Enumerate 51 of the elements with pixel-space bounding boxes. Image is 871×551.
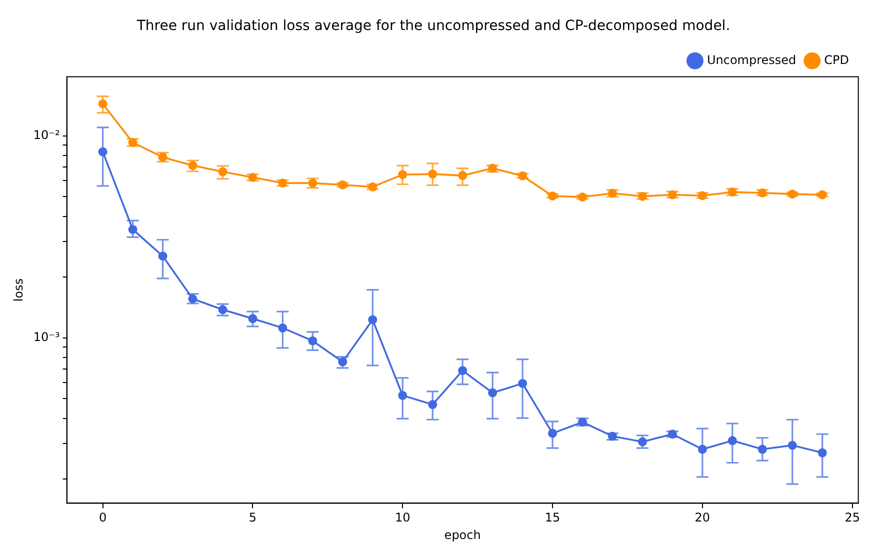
point [818, 448, 827, 458]
point [548, 191, 558, 200]
point [98, 99, 108, 108]
y-tick-label: 10⁻² [33, 128, 60, 142]
point [248, 172, 258, 182]
point [788, 440, 797, 450]
point [728, 436, 737, 446]
point [278, 178, 288, 188]
point [758, 188, 767, 198]
x-tick-label: 15 [544, 510, 560, 525]
point [668, 190, 677, 200]
point [428, 170, 438, 179]
y-axis-title: loss [11, 278, 26, 302]
point [578, 192, 587, 202]
point [758, 444, 767, 454]
x-tick-label: 10 [394, 510, 410, 525]
legend-label: Uncompressed [706, 52, 796, 67]
point [518, 378, 528, 388]
point [278, 323, 288, 332]
point [488, 388, 498, 398]
point [698, 191, 707, 200]
point [158, 252, 168, 261]
point [698, 444, 707, 454]
point [638, 192, 647, 201]
point [98, 147, 108, 156]
point [788, 190, 797, 199]
point [518, 171, 528, 180]
point [128, 138, 138, 147]
point [488, 164, 498, 173]
point [728, 188, 737, 197]
point [458, 366, 468, 376]
point [128, 224, 138, 234]
point [818, 190, 827, 200]
point [608, 432, 617, 441]
point [608, 188, 617, 198]
point [548, 428, 558, 438]
x-tick-label: 5 [248, 510, 257, 525]
point [368, 315, 378, 324]
x-tick-label: 20 [694, 510, 710, 525]
point [368, 182, 378, 192]
x-axis-title: epoch [444, 528, 481, 542]
chart-title: Three run validation loss average for the uncompressed and CP-decomposed model. [136, 18, 730, 34]
point [428, 400, 438, 410]
legend-label: CPD [824, 52, 850, 67]
point [398, 390, 408, 400]
point [338, 180, 348, 190]
y-tick-label: 10⁻³ [33, 330, 60, 344]
x-tick-label: 0 [98, 510, 107, 525]
x-tick-label: 25 [844, 510, 860, 525]
point [668, 430, 677, 439]
point [458, 171, 468, 180]
